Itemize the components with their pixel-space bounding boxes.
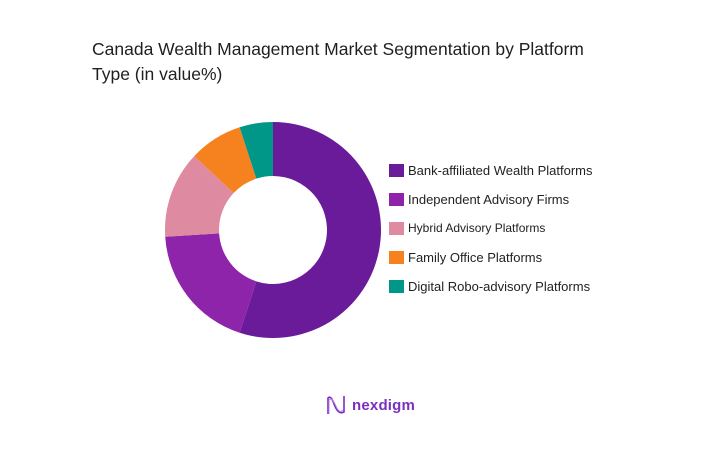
logo-text: nexdigm	[352, 396, 416, 414]
legend-item-digital-robo: Digital Robo-advisory Platforms	[389, 278, 593, 294]
donut-slice-digital-robo-advisory-platforms	[239, 122, 273, 179]
legend-label: Bank-affiliated Wealth Platforms	[408, 162, 593, 178]
chart-title-line1: Canada Wealth Management Market Segmenta…	[92, 39, 584, 59]
legend-swatch	[389, 163, 404, 177]
donut-slice-family-office-platforms	[194, 127, 257, 194]
legend-item-family-office: Family Office Platforms	[389, 249, 593, 265]
legend-label: Independent Advisory Firms	[408, 191, 570, 207]
donut-slice-independent-advisory-firms	[165, 233, 257, 333]
chart-title-line2: Type (in value%)	[92, 64, 223, 84]
legend-item-bank-affiliated: Bank-affiliated Wealth Platforms	[389, 162, 593, 178]
nexdigm-wave-icon	[327, 396, 345, 414]
legend-swatch	[389, 250, 404, 264]
chart-legend: Bank-affiliated Wealth Platforms Indepen…	[389, 163, 593, 308]
donut-slice-hybrid-advisory-platforms	[165, 156, 234, 237]
donut-chart	[165, 122, 381, 338]
donut-slice-bank-affiliated-wealth-platforms	[239, 122, 381, 338]
legend-item-hybrid-advisory: Hybrid Advisory Platforms	[389, 221, 593, 235]
chart-title: Canada Wealth Management Market Segmenta…	[92, 37, 652, 87]
nexdigm-logo: nexdigm	[326, 394, 415, 416]
legend-label: Digital Robo-advisory Platforms	[408, 278, 591, 294]
legend-label: Hybrid Advisory Platforms	[408, 221, 546, 235]
legend-swatch	[389, 192, 404, 206]
legend-item-independent-advisory: Independent Advisory Firms	[389, 191, 593, 207]
legend-swatch	[389, 279, 404, 293]
legend-swatch	[389, 221, 404, 235]
legend-label: Family Office Platforms	[408, 249, 543, 265]
